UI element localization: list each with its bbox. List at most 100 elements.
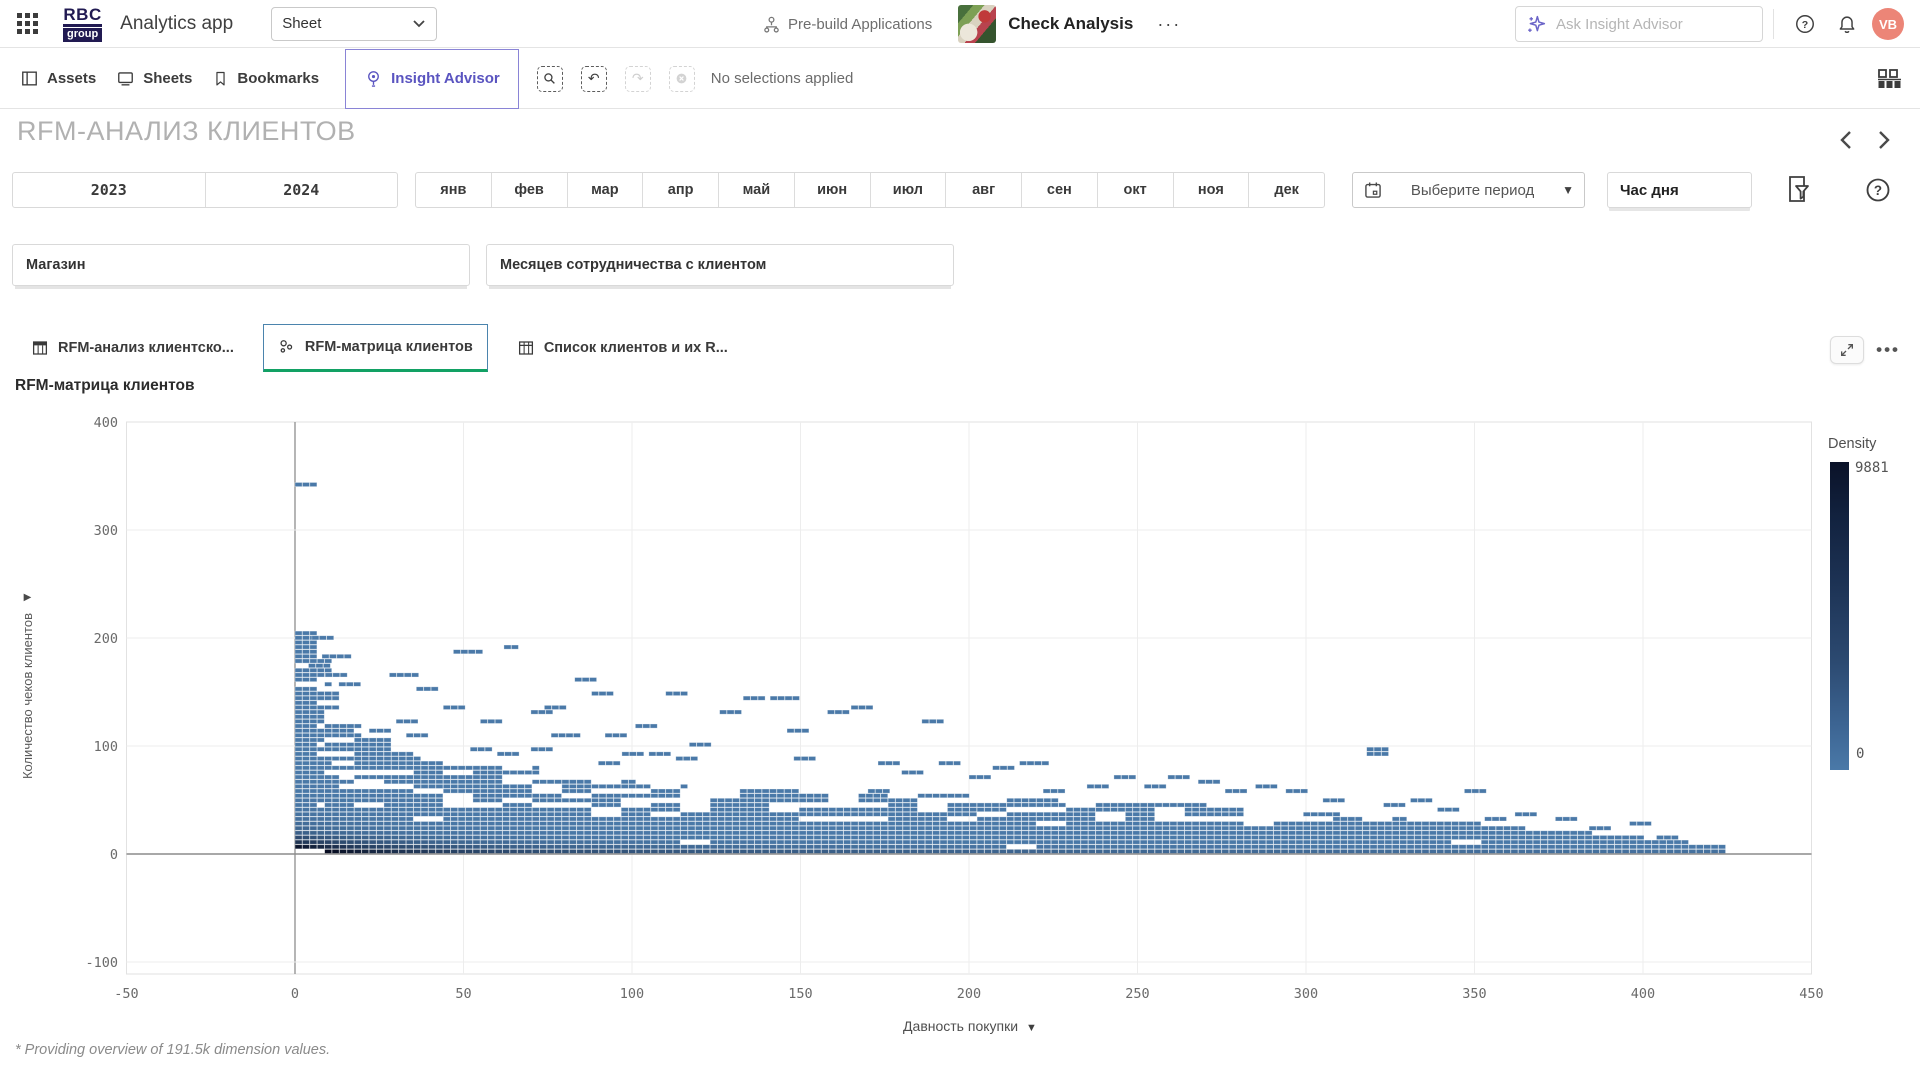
gridlines [126,422,1812,974]
legend-gradient-bar [1830,462,1849,770]
svg-text:0: 0 [291,986,299,1002]
year-cell-2024[interactable]: 2024 [204,173,398,207]
month-cell-июл[interactable]: июл [869,173,946,207]
insight-advisor-search[interactable] [1515,6,1763,42]
bookmarks-button[interactable]: Bookmarks [212,69,319,88]
assets-panel-icon [22,71,37,86]
undo-arrow-icon: ↶ [587,70,600,87]
store-filter[interactable]: Магазин [12,244,470,286]
month-cell-сен[interactable]: сен [1021,173,1097,207]
rfm-matrix-chart[interactable]: -50 0 50 100 150 200 250 300 350 400 450 400 300 200 1… [0,400,1880,1045]
chart-title: RFM-матрица клиентов [15,377,195,394]
svg-text:250: 250 [1125,986,1149,1002]
svg-text:300: 300 [94,523,118,539]
sheets-button[interactable]: Sheets [116,69,192,88]
tab-rfm-analysis[interactable]: RFM-анализ клиентско... [16,324,249,372]
months-filter-group: янв фев мар апр май июн июл авг сен окт ноя дек [415,172,1325,208]
hour-filter-label: Час дня [1620,181,1679,199]
app-launcher-icon[interactable] [17,12,39,35]
header-right: ? VB [1515,0,1920,48]
assets-button[interactable]: Assets [20,69,96,88]
svg-text:100: 100 [620,986,644,1002]
month-cell-ноя[interactable]: ноя [1172,173,1249,207]
table-icon [32,341,48,355]
sheet-help-button[interactable]: ? [1864,176,1892,204]
bookmark-icon [216,71,226,86]
heatmap-cells[interactable] [294,482,1726,854]
search-input[interactable] [1556,15,1746,33]
x-axis-label[interactable]: Давность покупки ▼ [840,1018,1100,1034]
tick-labels: -50 0 50 100 150 200 250 300 350 400 450 400 300 200 1… [85,415,1823,1002]
footer-note: * Providing overview of 191.5k dimension… [15,1042,331,1058]
svg-text:-100: -100 [85,955,118,971]
store-filter-label: Магазин [26,257,86,273]
svg-text:150: 150 [788,986,812,1002]
svg-text:450: 450 [1799,986,1823,1002]
search-selections-button[interactable] [536,65,563,92]
sheet-layout-icon[interactable] [1876,67,1902,91]
notifications-button[interactable] [1830,7,1864,41]
clear-circle-icon [676,73,687,84]
month-cell-мар[interactable]: мар [566,173,643,207]
tab-client-list[interactable]: Список клиентов и их R... [502,324,743,372]
sheets-label: Sheets [143,70,193,87]
svg-text:400: 400 [94,415,118,431]
svg-text:400: 400 [1631,986,1655,1002]
month-cell-авг[interactable]: авг [945,173,1021,207]
years-filter-group: 2023 2024 [12,172,398,208]
app-more-menu[interactable]: ··· [1157,13,1182,34]
step-forward-button[interactable]: ↷ [624,65,651,92]
prev-sheet-button[interactable] [1838,128,1854,152]
month-cell-июн[interactable]: июн [793,173,870,207]
assets-label: Assets [47,70,97,87]
next-sheet-button[interactable] [1876,128,1892,152]
tab-rfm-matrix[interactable]: RFM-матрица клиентов [262,324,488,372]
header-center: Pre-build Applications Check Analysis ··… [762,0,1181,48]
chart-more-menu[interactable]: ••• [1876,340,1900,359]
legend-min-value: 0 [1856,746,1865,762]
expand-icon [1841,344,1854,356]
axis-expand-icon[interactable]: ▶ [23,592,32,603]
insight-advisor-label: Insight Advisor [391,70,500,87]
cooperation-filter[interactable]: Месяцев сотрудничества с клиентом [486,244,954,286]
header: RBC group Analytics app Sheet Pre-build … [0,0,1920,48]
chevron-down-icon [413,20,425,28]
density-legend: Density 9881 0 [1828,436,1889,770]
redo-arrow-icon: ↷ [631,70,644,87]
help-button[interactable]: ? [1788,7,1822,41]
svg-text:350: 350 [1462,986,1486,1002]
month-cell-дек[interactable]: дек [1248,173,1324,207]
prebuild-applications-link[interactable]: Pre-build Applications [762,15,932,34]
month-cell-фев[interactable]: фев [490,173,567,207]
step-back-button[interactable]: ↶ [580,65,607,92]
month-cell-апр[interactable]: апр [642,173,718,207]
insight-advisor-button[interactable]: Insight Advisor [345,48,519,109]
month-cell-янв[interactable]: янв [440,182,467,198]
month-cell-май[interactable]: май [718,173,794,207]
sheet-title: RFM-АНАЛИЗ КЛИЕНТОВ [17,116,356,146]
fullscreen-button[interactable] [1830,336,1865,364]
clear-selections-button[interactable] [668,65,695,92]
view-tabs: RFM-анализ клиентско... RFM-матрица клие… [16,324,757,372]
sheets-icon [118,72,134,86]
month-cell-окт[interactable]: окт [1096,173,1173,207]
svg-text:200: 200 [94,631,118,647]
sheet-selector[interactable]: Sheet [271,6,438,41]
bookmarks-label: Bookmarks [237,70,320,87]
tab-label: RFM-матрица клиентов [304,339,473,355]
svg-text:50: 50 [455,986,471,1002]
avatar-initials: VB [1878,16,1898,32]
period-selector[interactable]: Выберите период ▼ [1352,172,1585,208]
avatar[interactable]: VB [1872,8,1904,40]
toolbar: Assets Sheets Bookmarks Insight Advisor [0,48,1920,109]
svg-text:200: 200 [957,986,981,1002]
svg-text:300: 300 [1294,986,1318,1002]
period-selector-value: Выберите период [1410,181,1535,199]
year-cell-2023[interactable]: 2023 [90,181,127,199]
hour-filter[interactable]: Час дня [1607,172,1752,208]
rbc-group-logo: RBC group [63,6,103,42]
selections-tool-icon[interactable] [1786,174,1812,204]
insight-advisor-icon [368,71,380,87]
svg-text:0: 0 [110,847,118,863]
